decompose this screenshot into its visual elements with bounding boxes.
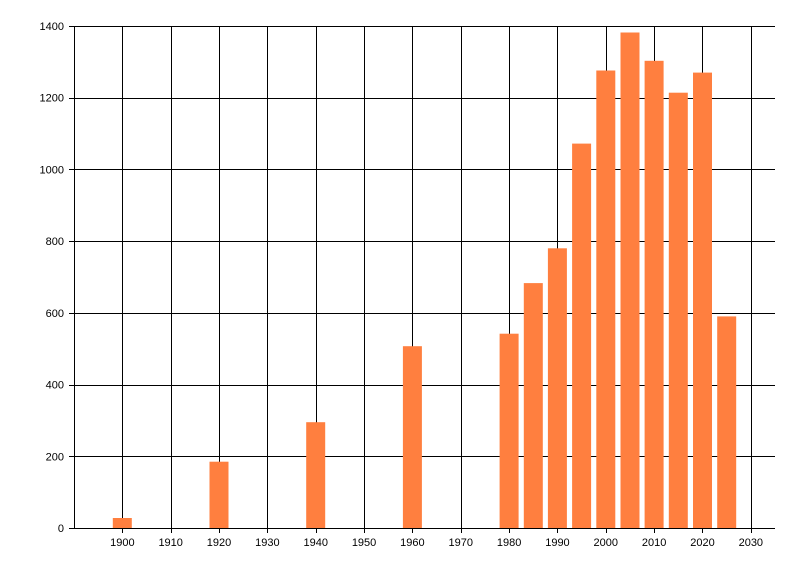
bar-1900 [112,518,132,528]
bar-1985 [523,283,543,528]
y-axis-tick-labels: 0 200 400 600 800 1000 1200 1400 [40,21,64,535]
x-axis-tick-labels: 1900 1910 1920 1930 1940 1950 1960 1970 1980 1990… [110,537,763,549]
bar-1995 [572,143,592,528]
bar-1960 [402,346,422,528]
y-tick-label-600: 600 [46,308,64,320]
x-tick-label-1980: 1980 [497,537,521,549]
x-tick-label-1960: 1960 [400,537,424,549]
bar-2005 [620,32,640,528]
y-tick-label-200: 200 [46,451,64,463]
y-tick-label-1000: 1000 [40,164,64,176]
y-tick-label-1200: 1200 [40,93,64,105]
bar-2025 [717,316,737,528]
x-tick-label-2000: 2000 [594,537,618,549]
bar-1980 [499,333,519,528]
x-tick-label-1920: 1920 [207,537,231,549]
bar-2015 [668,92,688,528]
x-tick-label-2020: 2020 [690,537,714,549]
bar-2000 [596,70,616,528]
x-tick-label-2030: 2030 [739,537,763,549]
x-tick-label-2010: 2010 [642,537,666,549]
y-tick-label-800: 800 [46,236,64,248]
y-tick-label-1400: 1400 [40,21,64,33]
x-tick-label-1910: 1910 [158,537,182,549]
x-tick-label-1940: 1940 [303,537,327,549]
x-tick-label-1900: 1900 [110,537,134,549]
y-tick-label-400: 400 [46,380,64,392]
x-tick-label-1990: 1990 [545,537,569,549]
x-tick-label-1930: 1930 [255,537,279,549]
x-tick-label-1950: 1950 [352,537,376,549]
bar-1940 [306,422,326,528]
y-tick-label-0: 0 [58,523,64,535]
bar-1990 [547,248,567,529]
bar-2020 [693,72,712,528]
chart-bars [112,32,737,529]
chart-axes [74,26,775,529]
bar-2010 [644,60,664,529]
x-tick-label-1970: 1970 [449,537,473,549]
bar-1920 [209,461,229,528]
